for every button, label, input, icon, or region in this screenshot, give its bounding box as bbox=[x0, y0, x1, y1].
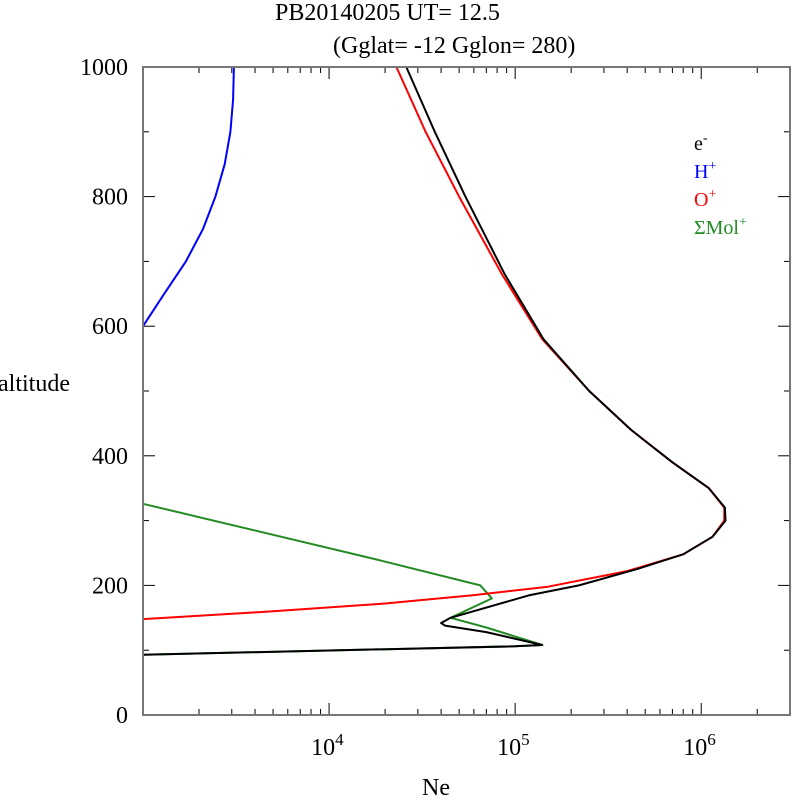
x-tick-labels: 104 105 106 bbox=[311, 730, 716, 761]
chart-subtitle: (Gglat= -12 Gglon= 280) bbox=[333, 33, 575, 59]
legend-item: O+ bbox=[694, 187, 716, 211]
y-tick-label: 1000 bbox=[80, 55, 128, 81]
axis-ticks bbox=[142, 66, 791, 716]
legend-item: H+ bbox=[694, 159, 716, 183]
y-tick-label: 0 bbox=[116, 703, 128, 729]
y-tick-label: 400 bbox=[92, 444, 128, 470]
plot-frame bbox=[142, 66, 791, 716]
series-line-h bbox=[142, 66, 235, 327]
series-line-e bbox=[142, 66, 727, 656]
y-tick-label: 600 bbox=[92, 314, 128, 340]
y-axis-label: altitude bbox=[0, 371, 70, 397]
chart-title: PB20140205 UT= 12.5 bbox=[275, 0, 500, 26]
x-tick-label: 104 bbox=[311, 730, 344, 761]
series-line-o bbox=[142, 66, 726, 621]
x-tick-label: 105 bbox=[497, 730, 530, 761]
x-axis-label: Ne bbox=[422, 775, 450, 796]
series-layer bbox=[142, 66, 727, 656]
legend-item: e- bbox=[694, 131, 708, 155]
y-tick-label: 200 bbox=[92, 573, 128, 599]
legend-item: ΣMol+ bbox=[694, 215, 747, 239]
legend: e- H+ O+ ΣMol+ bbox=[694, 131, 747, 239]
x-tick-label: 106 bbox=[683, 730, 716, 761]
y-tick-label: 800 bbox=[92, 185, 128, 211]
y-tick-labels: 0 200 400 600 800 1000 bbox=[80, 55, 128, 729]
